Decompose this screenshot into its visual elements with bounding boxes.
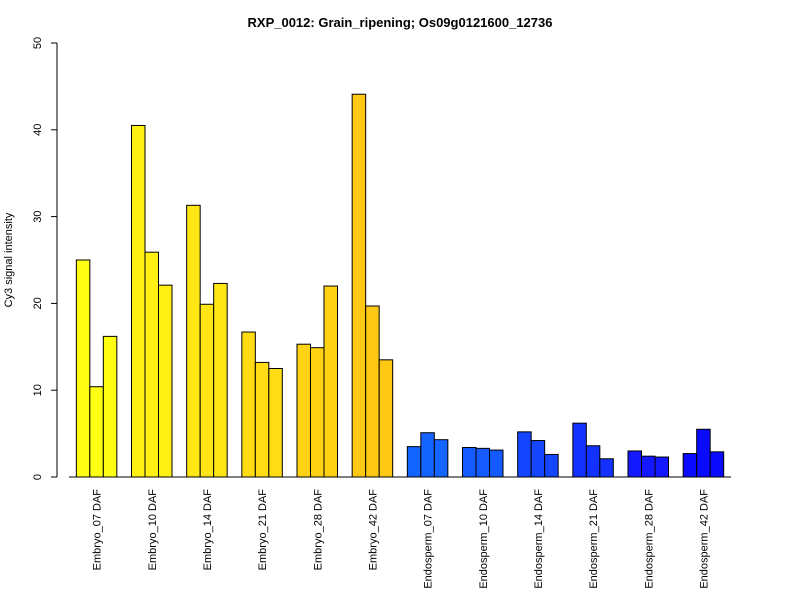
bar xyxy=(696,428,711,478)
bar xyxy=(517,431,532,478)
bar xyxy=(323,285,338,478)
bar xyxy=(544,453,559,478)
bar xyxy=(131,124,146,478)
x-tick-label: Endosperm_28 DAF xyxy=(643,489,655,589)
bar xyxy=(489,449,504,478)
y-tick-label: 0 xyxy=(32,474,44,480)
x-tick-label: Embryo_28 DAF xyxy=(312,489,324,571)
bar xyxy=(75,259,91,478)
x-tick-label: Endosperm_10 DAF xyxy=(478,489,490,589)
bar xyxy=(572,422,587,478)
y-axis: 0 10 20 30 40 50 xyxy=(32,37,731,480)
bar xyxy=(199,303,215,478)
chart-title: RXP_0012: Grain_ripening; Os09g0121600_1… xyxy=(248,15,553,30)
bar xyxy=(268,368,283,478)
x-axis-labels: Embryo_07 DAF Embryo_10 DAF Embryo_14 DAF E… xyxy=(92,489,711,589)
bar xyxy=(475,447,490,478)
bar xyxy=(378,359,394,478)
x-tick-label: Embryo_21 DAF xyxy=(257,489,269,571)
x-tick-label: Endosperm_14 DAF xyxy=(533,489,545,589)
bar xyxy=(682,453,698,478)
bar xyxy=(296,343,311,478)
bar xyxy=(420,432,435,478)
y-tick-label: 50 xyxy=(32,37,44,49)
x-tick-label: Endosperm_42 DAF xyxy=(698,489,710,589)
y-axis-label: Cy3 signal intensity xyxy=(3,212,15,307)
bar xyxy=(213,282,228,478)
bar xyxy=(351,93,367,478)
x-tick-label: Embryo_10 DAF xyxy=(147,489,159,571)
bar xyxy=(254,361,270,478)
bar xyxy=(433,439,449,478)
bar xyxy=(158,284,173,478)
bar xyxy=(585,445,601,478)
x-tick-label: Endosperm_21 DAF xyxy=(588,489,600,589)
bars xyxy=(75,93,725,478)
bar xyxy=(144,251,159,478)
bar xyxy=(310,347,325,478)
y-tick-label: 10 xyxy=(32,384,44,396)
x-tick-label: Embryo_07 DAF xyxy=(92,489,104,571)
x-tick-label: Embryo_42 DAF xyxy=(367,489,379,571)
x-tick-label: Endosperm_07 DAF xyxy=(423,489,435,589)
bar xyxy=(654,456,669,478)
bar xyxy=(89,386,104,478)
y-tick-label: 20 xyxy=(32,297,44,309)
y-tick-label: 30 xyxy=(32,210,44,222)
bar xyxy=(599,458,614,478)
bar xyxy=(709,451,725,478)
bar xyxy=(406,446,422,478)
bar xyxy=(241,331,256,478)
bar xyxy=(186,204,201,478)
bar xyxy=(462,446,477,478)
bar xyxy=(641,455,656,478)
bar xyxy=(102,335,118,478)
bar xyxy=(365,305,380,478)
bar xyxy=(530,440,546,478)
bar xyxy=(627,450,642,478)
x-tick-label: Embryo_14 DAF xyxy=(202,489,214,571)
y-tick-label: 40 xyxy=(32,124,44,136)
